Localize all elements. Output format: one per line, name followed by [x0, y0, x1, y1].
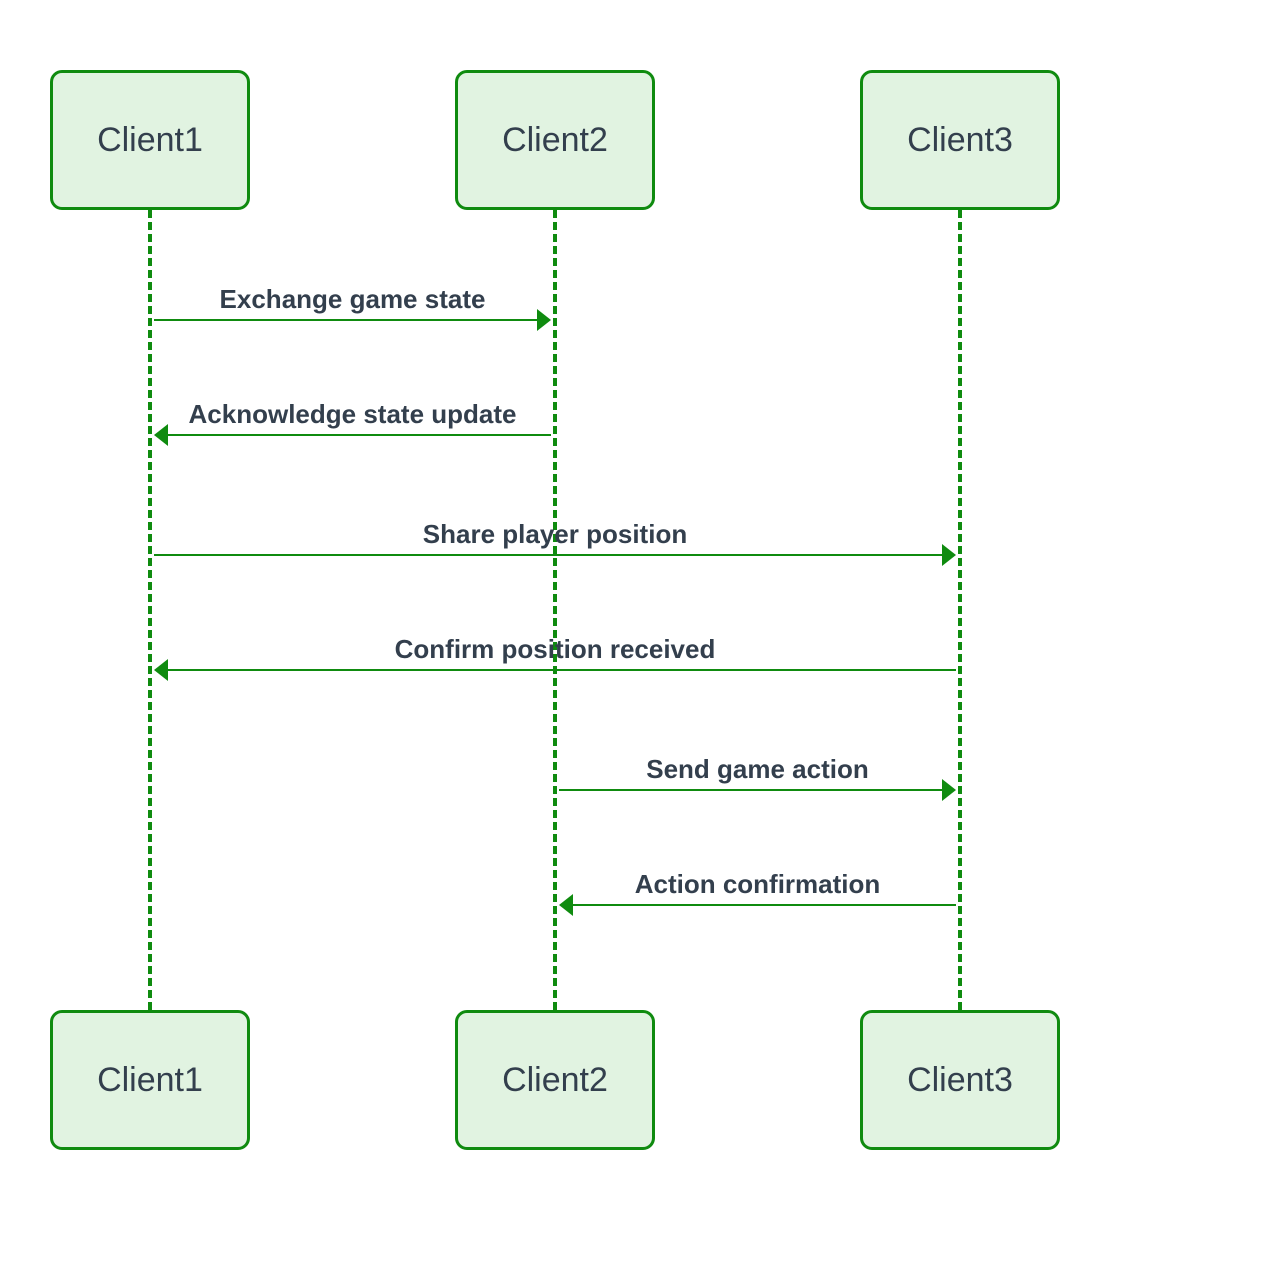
actor-box-top-client2: Client2	[455, 70, 655, 210]
message-label-4: Send game action	[508, 754, 1008, 785]
actor-label: Client2	[502, 1061, 608, 1100]
message-label-5: Action confirmation	[508, 869, 1008, 900]
actor-label: Client2	[502, 121, 608, 160]
actor-label: Client1	[97, 1061, 203, 1100]
lifeline-client1	[148, 210, 152, 1010]
message-arrowhead-3	[154, 659, 168, 681]
message-line-4	[559, 789, 942, 791]
actor-box-bottom-client3: Client3	[860, 1010, 1060, 1150]
actor-label: Client3	[907, 1061, 1013, 1100]
actor-box-top-client3: Client3	[860, 70, 1060, 210]
message-label-2: Share player position	[305, 519, 805, 550]
actor-box-bottom-client2: Client2	[455, 1010, 655, 1150]
message-label-1: Acknowledge state update	[103, 399, 603, 430]
message-label-3: Confirm position received	[305, 634, 805, 665]
message-arrowhead-2	[942, 544, 956, 566]
actor-label: Client1	[97, 121, 203, 160]
actor-box-bottom-client1: Client1	[50, 1010, 250, 1150]
message-line-1	[168, 434, 551, 436]
actor-label: Client3	[907, 121, 1013, 160]
message-line-5	[573, 904, 956, 906]
actor-box-top-client1: Client1	[50, 70, 250, 210]
message-line-2	[154, 554, 942, 556]
message-label-0: Exchange game state	[103, 284, 603, 315]
message-line-0	[154, 319, 537, 321]
message-line-3	[168, 669, 956, 671]
sequence-diagram: Client1 Client2 Client3 Client1 Client2 Clien…	[0, 0, 1275, 1275]
